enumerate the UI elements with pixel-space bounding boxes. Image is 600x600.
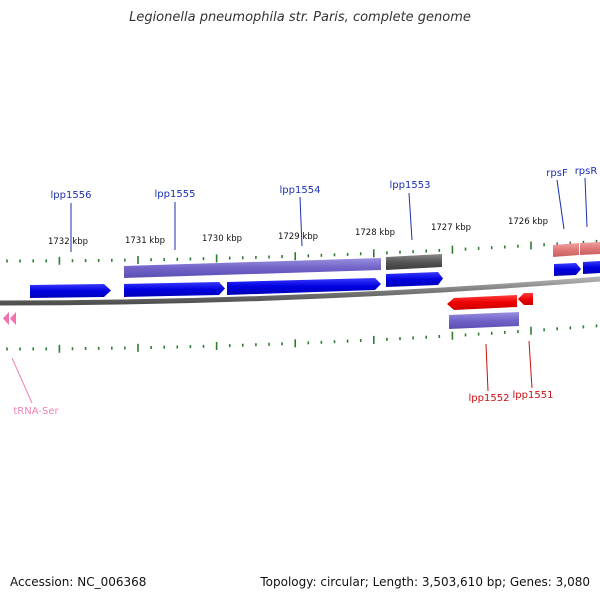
gene-rpsR-arrow[interactable]: [583, 261, 600, 274]
genome-backbone: [0, 276, 600, 306]
gene-label-rpsF[interactable]: rpsF: [546, 168, 568, 179]
gene-lpp1556-arrow[interactable]: [30, 284, 111, 298]
topology-summary: Topology: circular; Length: 3,503,610 bp…: [260, 575, 590, 589]
gene-label-lpp1554[interactable]: lpp1554: [280, 185, 321, 196]
scale-label: 1728 kbp: [355, 228, 395, 238]
scale-label: 1726 kbp: [508, 217, 548, 227]
gene-label-rpsR[interactable]: rpsR: [575, 166, 598, 177]
gene-lpp1554-arrow[interactable]: [227, 278, 381, 295]
gene-label-lpp1551[interactable]: lpp1551: [513, 390, 554, 401]
label-connector-line: [11, 357, 33, 404]
label-connector-line: [485, 343, 489, 392]
label-connector-line: [584, 177, 588, 228]
trna-label-ser[interactable]: tRNA-Ser: [13, 406, 59, 417]
forward-features: [30, 242, 600, 298]
upper-tick-row: [6, 239, 598, 265]
accession-text: Accession: NC_006368: [10, 575, 147, 589]
gene-labels: lpp1556 lpp1555 lpp1554 lpp1553 rpsF rps…: [13, 166, 597, 417]
lower-tick-row: [6, 324, 598, 353]
label-connector-line: [299, 196, 303, 247]
rrna-rpsF-bar[interactable]: [553, 243, 579, 257]
label-connectors: [11, 177, 588, 404]
scale-label: 1730 kbp: [202, 234, 242, 244]
scale-label: 1729 kbp: [278, 232, 318, 242]
gene-label-lpp1552[interactable]: lpp1552: [469, 393, 510, 404]
gene-lpp1551-arrow[interactable]: [518, 293, 533, 305]
map-title: Legionella pneumophila str. Paris, compl…: [129, 10, 471, 25]
label-connector-line: [556, 179, 565, 230]
cds-lpp1552-bar[interactable]: [449, 312, 519, 329]
label-connector-line: [528, 340, 533, 389]
reverse-features: [3, 293, 533, 329]
gene-label-lpp1553[interactable]: lpp1553: [390, 180, 431, 191]
label-connector-line: [408, 192, 413, 241]
scale-label: 1731 kbp: [125, 236, 165, 246]
cds-lpp1555-1554-bar[interactable]: [124, 258, 381, 278]
scale-label: 1727 kbp: [431, 223, 471, 233]
gene-lpp1553-arrow[interactable]: [386, 272, 443, 287]
rrna-rpsR-bar[interactable]: [580, 242, 600, 255]
gene-label-lpp1556[interactable]: lpp1556: [51, 190, 92, 201]
gene-lpp1555-arrow[interactable]: [124, 282, 225, 297]
scale-labels: 1732 kbp 1731 kbp 1730 kbp 1729 kbp 1728 kbp…: [48, 217, 548, 247]
scale-label: 1732 kbp: [48, 237, 88, 247]
gene-label-lpp1555[interactable]: lpp1555: [155, 189, 196, 200]
trna-ser-arrow-2[interactable]: [10, 312, 16, 325]
gene-lpp1552-arrow[interactable]: [447, 295, 517, 310]
cds-lpp1553-bar[interactable]: [386, 254, 442, 270]
trna-ser-arrow-1[interactable]: [3, 312, 9, 325]
gene-rpsF-arrow[interactable]: [554, 263, 581, 276]
